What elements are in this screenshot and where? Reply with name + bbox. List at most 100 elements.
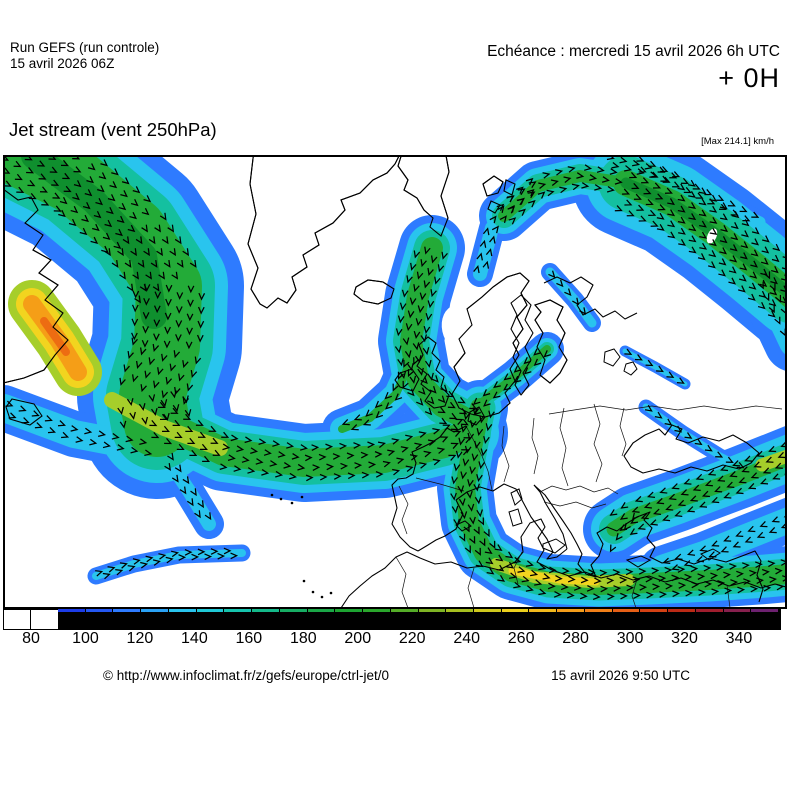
wind-arrow bbox=[553, 591, 562, 598]
wind-arrow bbox=[472, 407, 480, 416]
colorbar-white-cell bbox=[30, 609, 59, 630]
wind-arrow bbox=[311, 444, 320, 451]
wind-arrow bbox=[165, 284, 173, 293]
wind-arrow bbox=[450, 423, 459, 431]
wind-arrow bbox=[542, 172, 551, 179]
wind-arrow bbox=[606, 185, 615, 193]
wind-arrow bbox=[513, 556, 522, 564]
wind-arrow bbox=[197, 548, 206, 556]
colorbar-tick-label: 80 bbox=[22, 630, 40, 647]
wind-arrow bbox=[692, 484, 701, 491]
colorbar-segment bbox=[474, 609, 501, 612]
wind-arrow bbox=[453, 430, 462, 437]
wind-arrow bbox=[420, 334, 428, 343]
wind-arrow bbox=[483, 529, 490, 538]
wind-arrow bbox=[150, 259, 158, 268]
wind-arrow bbox=[523, 367, 532, 375]
wind-arrow bbox=[601, 176, 610, 183]
wind-arrow bbox=[636, 204, 645, 211]
colorbar-segment bbox=[640, 609, 668, 612]
wind-arrow bbox=[143, 195, 152, 203]
wind-arrow bbox=[127, 224, 136, 233]
wind-arrow bbox=[485, 423, 493, 432]
wind-arrow bbox=[195, 419, 204, 426]
wind-arrow bbox=[736, 570, 744, 578]
wind-arrow bbox=[447, 401, 456, 409]
wind-arrow bbox=[609, 509, 618, 516]
wind-arrow bbox=[674, 425, 683, 433]
wind-arrow bbox=[191, 553, 200, 561]
wind-arrow bbox=[750, 472, 759, 479]
wind-arrow bbox=[182, 360, 189, 369]
wind-arrow bbox=[175, 334, 182, 342]
wind-arrow bbox=[384, 402, 393, 410]
wind-arrow bbox=[699, 220, 707, 228]
wind-arrow bbox=[649, 519, 658, 526]
wind-arrow bbox=[466, 490, 473, 499]
wind-arrow bbox=[457, 485, 465, 494]
wind-arrow bbox=[699, 231, 707, 239]
wind-arrow bbox=[446, 390, 455, 398]
wind-arrow bbox=[144, 449, 153, 457]
wind-arrow bbox=[121, 177, 130, 185]
wind-arrow bbox=[179, 486, 187, 495]
wind-arrow bbox=[483, 399, 491, 407]
wind-arrow bbox=[396, 457, 405, 465]
wind-arrow bbox=[297, 463, 306, 471]
wind-arrow bbox=[666, 371, 675, 379]
wind-arrow bbox=[241, 456, 250, 463]
wind-arrow bbox=[762, 467, 771, 474]
wind-arrow bbox=[374, 400, 383, 409]
wind-arrow bbox=[419, 462, 428, 469]
wind-arrow bbox=[48, 156, 57, 160]
run-info: Run GEFS (run controle) 15 avril 2026 06… bbox=[10, 40, 159, 72]
wind-arrow bbox=[28, 193, 37, 200]
wind-arrow bbox=[462, 458, 470, 467]
wind-arrow bbox=[633, 592, 641, 600]
wind-arrow bbox=[476, 427, 484, 437]
wind-arrow bbox=[688, 190, 696, 198]
wind-arrow bbox=[198, 431, 206, 438]
wind-arrow bbox=[753, 461, 762, 468]
wind-arrow bbox=[643, 502, 652, 509]
wind-arrow bbox=[513, 581, 522, 589]
wind-arrow bbox=[689, 495, 698, 502]
wind-arrow bbox=[518, 208, 526, 216]
wind-arrow bbox=[326, 463, 335, 471]
coastline bbox=[543, 276, 638, 320]
wind-arrow bbox=[538, 588, 547, 596]
wind-arrow bbox=[95, 197, 104, 206]
wind-arrow bbox=[196, 334, 204, 343]
wind-arrow bbox=[484, 547, 493, 555]
wind-arrow bbox=[612, 569, 621, 576]
wind-arrow bbox=[157, 367, 164, 376]
island-outline bbox=[455, 520, 472, 532]
wind-arrow bbox=[731, 222, 739, 230]
wind-arrow bbox=[576, 172, 585, 179]
wind-arrow bbox=[571, 183, 580, 191]
wind-arrow bbox=[533, 348, 541, 356]
wind-arrow bbox=[781, 263, 786, 271]
wind-arrow bbox=[732, 460, 741, 467]
wind-arrow bbox=[477, 517, 485, 526]
wind-arrow bbox=[395, 328, 403, 337]
wind-arrow bbox=[754, 561, 763, 569]
wind-arrow bbox=[626, 584, 635, 592]
wind-arrow bbox=[672, 590, 680, 598]
wind-arrow bbox=[227, 454, 236, 462]
wind-arrow bbox=[72, 156, 81, 160]
wind-arrow bbox=[119, 377, 126, 386]
wind-arrow bbox=[127, 350, 134, 360]
wind-arrow bbox=[750, 585, 759, 593]
wind-arrow bbox=[619, 513, 628, 520]
wind-arrow bbox=[92, 223, 100, 232]
wind-arrow bbox=[780, 285, 786, 293]
colorbar-white-cell bbox=[3, 609, 31, 630]
wind-arrow bbox=[68, 218, 77, 227]
wind-arrow bbox=[142, 325, 149, 334]
wind-arrow bbox=[275, 470, 284, 478]
wind-arrow bbox=[84, 189, 93, 197]
wind-arrow bbox=[771, 265, 779, 274]
wind-arrow bbox=[413, 330, 421, 339]
wind-arrow bbox=[730, 233, 739, 241]
